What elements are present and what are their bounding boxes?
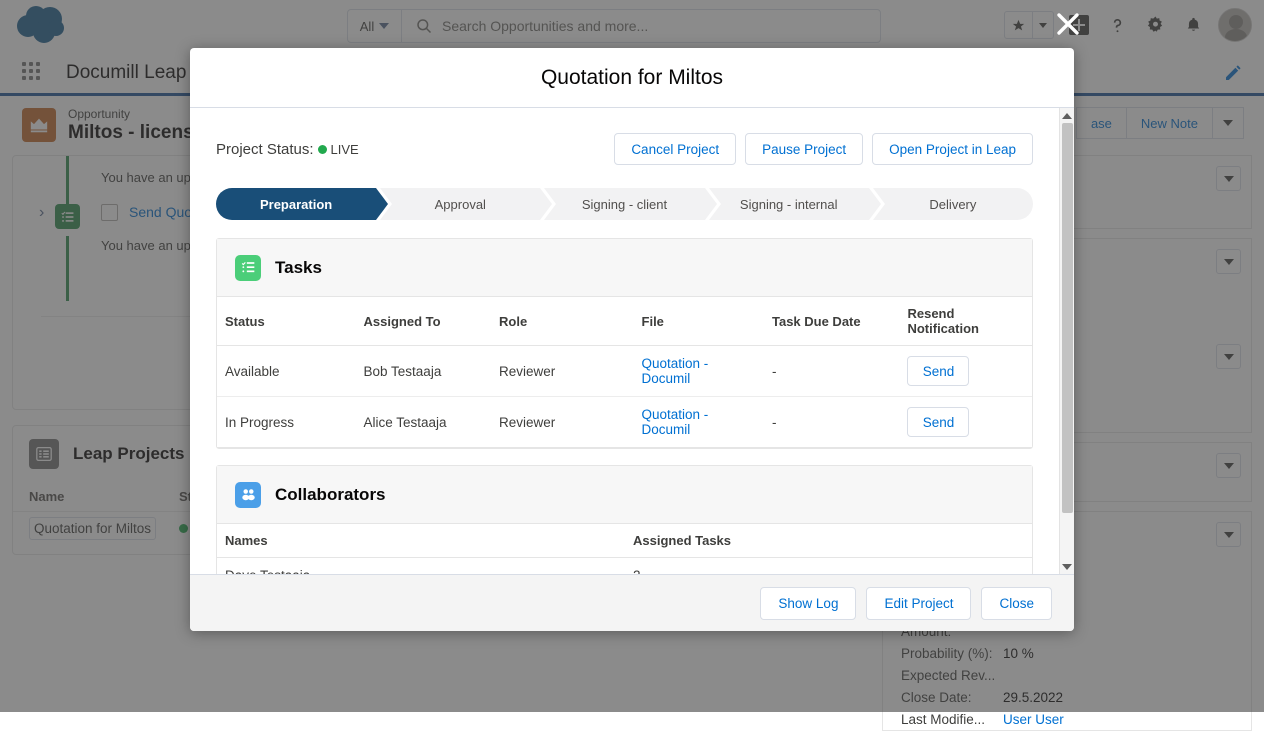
send-notification-button[interactable]: Send: [907, 356, 969, 386]
project-status-buttons: Cancel Project Pause Project Open Projec…: [605, 133, 1033, 165]
task-file-link[interactable]: Quotation - Documil: [636, 397, 766, 448]
scrollbar-thumb[interactable]: [1062, 123, 1073, 513]
collaborator-assigned-tasks: 2: [627, 558, 1032, 575]
cancel-project-button[interactable]: Cancel Project: [614, 133, 736, 165]
tasks-section-title: Tasks: [275, 258, 322, 278]
column-header-role: Role: [493, 297, 636, 346]
task-file-link[interactable]: Quotation - Documil: [636, 346, 766, 397]
stage-signing-client[interactable]: Signing - client: [544, 188, 704, 220]
stage-approval[interactable]: Approval: [380, 188, 540, 220]
stage-preparation[interactable]: Preparation: [216, 188, 376, 220]
task-role: Reviewer: [493, 397, 636, 448]
project-status-row: Project Status: LIVE Cancel Project Pause…: [216, 134, 1033, 164]
stage-signing-internal[interactable]: Signing - internal: [709, 188, 869, 220]
collaborators-section-title: Collaborators: [275, 485, 386, 505]
field-value-last-modified[interactable]: User User: [1003, 712, 1064, 727]
column-header-file: File: [636, 297, 766, 346]
send-notification-button[interactable]: Send: [907, 407, 969, 437]
modal-scroll-content: Project Status: LIVE Cancel Project Pause…: [190, 108, 1059, 574]
table-row: In Progress Alice Testaaja Reviewer Quot…: [217, 397, 1032, 448]
collaborator-name: Dave Testaaja: [217, 558, 627, 575]
task-resend-cell: Send: [901, 346, 1032, 397]
show-log-button[interactable]: Show Log: [760, 587, 856, 620]
project-details-modal: Quotation for Miltos Project Status: LIVE…: [190, 48, 1074, 631]
close-button[interactable]: Close: [981, 587, 1052, 620]
modal-header: Quotation for Miltos: [190, 48, 1074, 108]
collaborators-table: Names Assigned Tasks Dave Testaaja 2 Bob…: [217, 524, 1032, 574]
tasks-section: Tasks Status Assigned To Role File Task …: [216, 238, 1033, 449]
task-role: Reviewer: [493, 346, 636, 397]
task-status: In Progress: [217, 397, 358, 448]
project-stage-path: Preparation Approval Signing - client Si…: [216, 188, 1033, 220]
collaborators-header-row: Names Assigned Tasks: [217, 524, 1032, 558]
task-assigned-to: Alice Testaaja: [358, 397, 493, 448]
column-header-assigned-tasks: Assigned Tasks: [627, 524, 1032, 558]
scroll-up-arrow-icon[interactable]: [1060, 108, 1074, 123]
column-header-resend-notification: Resend Notification: [901, 297, 1032, 346]
scroll-down-arrow-icon[interactable]: [1060, 559, 1074, 574]
edit-project-button[interactable]: Edit Project: [866, 587, 971, 620]
stage-delivery[interactable]: Delivery: [873, 188, 1033, 220]
column-header-status: Status: [217, 297, 358, 346]
column-header-task-due-date: Task Due Date: [766, 297, 901, 346]
field-label-last-modified: Last Modifie...: [901, 712, 1003, 727]
modal-scrollbar[interactable]: [1059, 108, 1074, 574]
task-resend-cell: Send: [901, 397, 1032, 448]
task-assigned-to: Bob Testaaja: [358, 346, 493, 397]
people-icon: [235, 482, 261, 508]
project-status: Project Status: LIVE: [216, 141, 359, 158]
table-row: Dave Testaaja 2: [217, 558, 1032, 575]
tasks-table: Status Assigned To Role File Task Due Da…: [217, 297, 1032, 448]
task-list-icon: [235, 255, 261, 281]
table-row: Available Bob Testaaja Reviewer Quotatio…: [217, 346, 1032, 397]
task-due-date: -: [766, 397, 901, 448]
collaborators-section-header: Collaborators: [217, 466, 1032, 524]
collaborators-section: Collaborators Names Assigned Tasks Dave …: [216, 465, 1033, 574]
column-header-names: Names: [217, 524, 627, 558]
column-header-assigned-to: Assigned To: [358, 297, 493, 346]
modal-body: Project Status: LIVE Cancel Project Pause…: [190, 108, 1074, 574]
project-status-label: Project Status:: [216, 141, 314, 158]
status-dot: [318, 145, 327, 154]
tasks-section-header: Tasks: [217, 239, 1032, 297]
close-icon[interactable]: [1050, 6, 1086, 42]
task-status: Available: [217, 346, 358, 397]
tasks-header-row: Status Assigned To Role File Task Due Da…: [217, 297, 1032, 346]
modal-title: Quotation for Miltos: [541, 66, 723, 90]
project-status-value: LIVE: [331, 142, 359, 157]
task-due-date: -: [766, 346, 901, 397]
open-project-in-leap-button[interactable]: Open Project in Leap: [872, 133, 1033, 165]
pause-project-button[interactable]: Pause Project: [745, 133, 863, 165]
modal-footer: Show Log Edit Project Close: [190, 574, 1074, 631]
